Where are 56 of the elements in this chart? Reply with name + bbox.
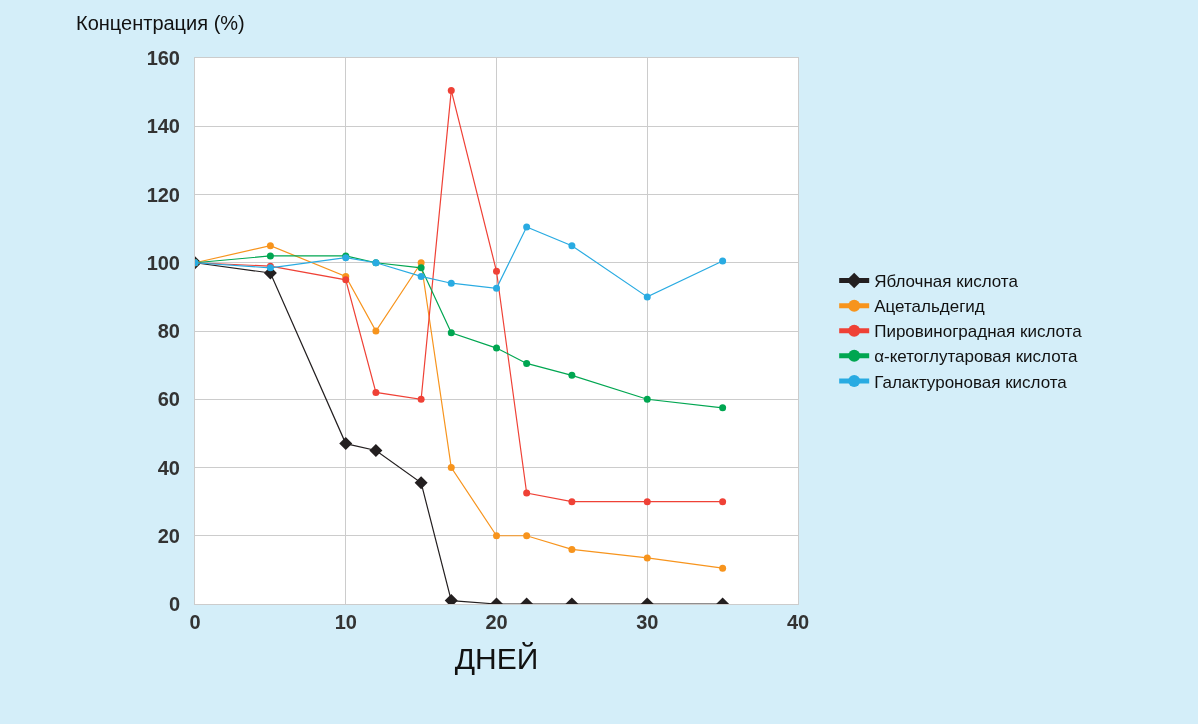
x-axis-title: ДНЕЙ [454,641,539,675]
point [447,464,455,471]
legend-label: Яблочная кислота [874,272,1019,292]
point [417,395,425,403]
point [719,404,727,412]
point [342,276,350,284]
point [523,359,531,367]
y-tick-label: 20 [157,524,180,547]
y-tick-label: 160 [146,47,180,69]
legend-label: Ацетальдегид [874,297,985,317]
x-tick-label: 30 [636,611,659,633]
point [719,257,727,265]
point [447,86,455,94]
point [643,554,651,562]
x-tick-label: 40 [786,611,810,633]
point [523,489,531,497]
point [568,242,576,250]
point [266,252,274,260]
point [568,371,576,379]
point [568,498,576,506]
y-tick-label: 40 [157,456,180,479]
legend-label: α-кетоглутаровая кислота [874,347,1078,367]
x-tick-label: 10 [334,611,357,633]
point [523,223,531,231]
point [417,272,425,280]
point [643,293,651,301]
y-tick-label: 60 [157,388,180,411]
point [523,532,531,540]
point [493,284,500,292]
y-tick-label: 120 [146,183,180,206]
y-tick-label: 100 [146,251,180,274]
point [719,498,727,506]
point [643,498,651,506]
x-tick-label: 0 [189,611,201,633]
point [493,344,500,352]
point [369,443,383,457]
legend-label: Галактуроновая кислота [874,372,1068,392]
point [493,532,500,540]
point [447,279,455,287]
point [568,545,576,553]
point [372,327,380,335]
point [447,329,455,337]
point [339,437,353,451]
point [372,388,380,396]
x-tick-label: 20 [485,611,508,633]
point [719,564,727,572]
y-tick-label: 80 [157,320,180,342]
point [414,476,428,490]
y-tick-label: 140 [146,115,180,138]
y-tick-label: 0 [168,593,180,615]
point [493,267,500,275]
point [643,395,651,403]
legend-label: Пировиноградная кислота [874,322,1083,342]
y-axis-title: Концентрация (%) [76,12,245,34]
point [417,264,425,272]
point [266,242,274,250]
